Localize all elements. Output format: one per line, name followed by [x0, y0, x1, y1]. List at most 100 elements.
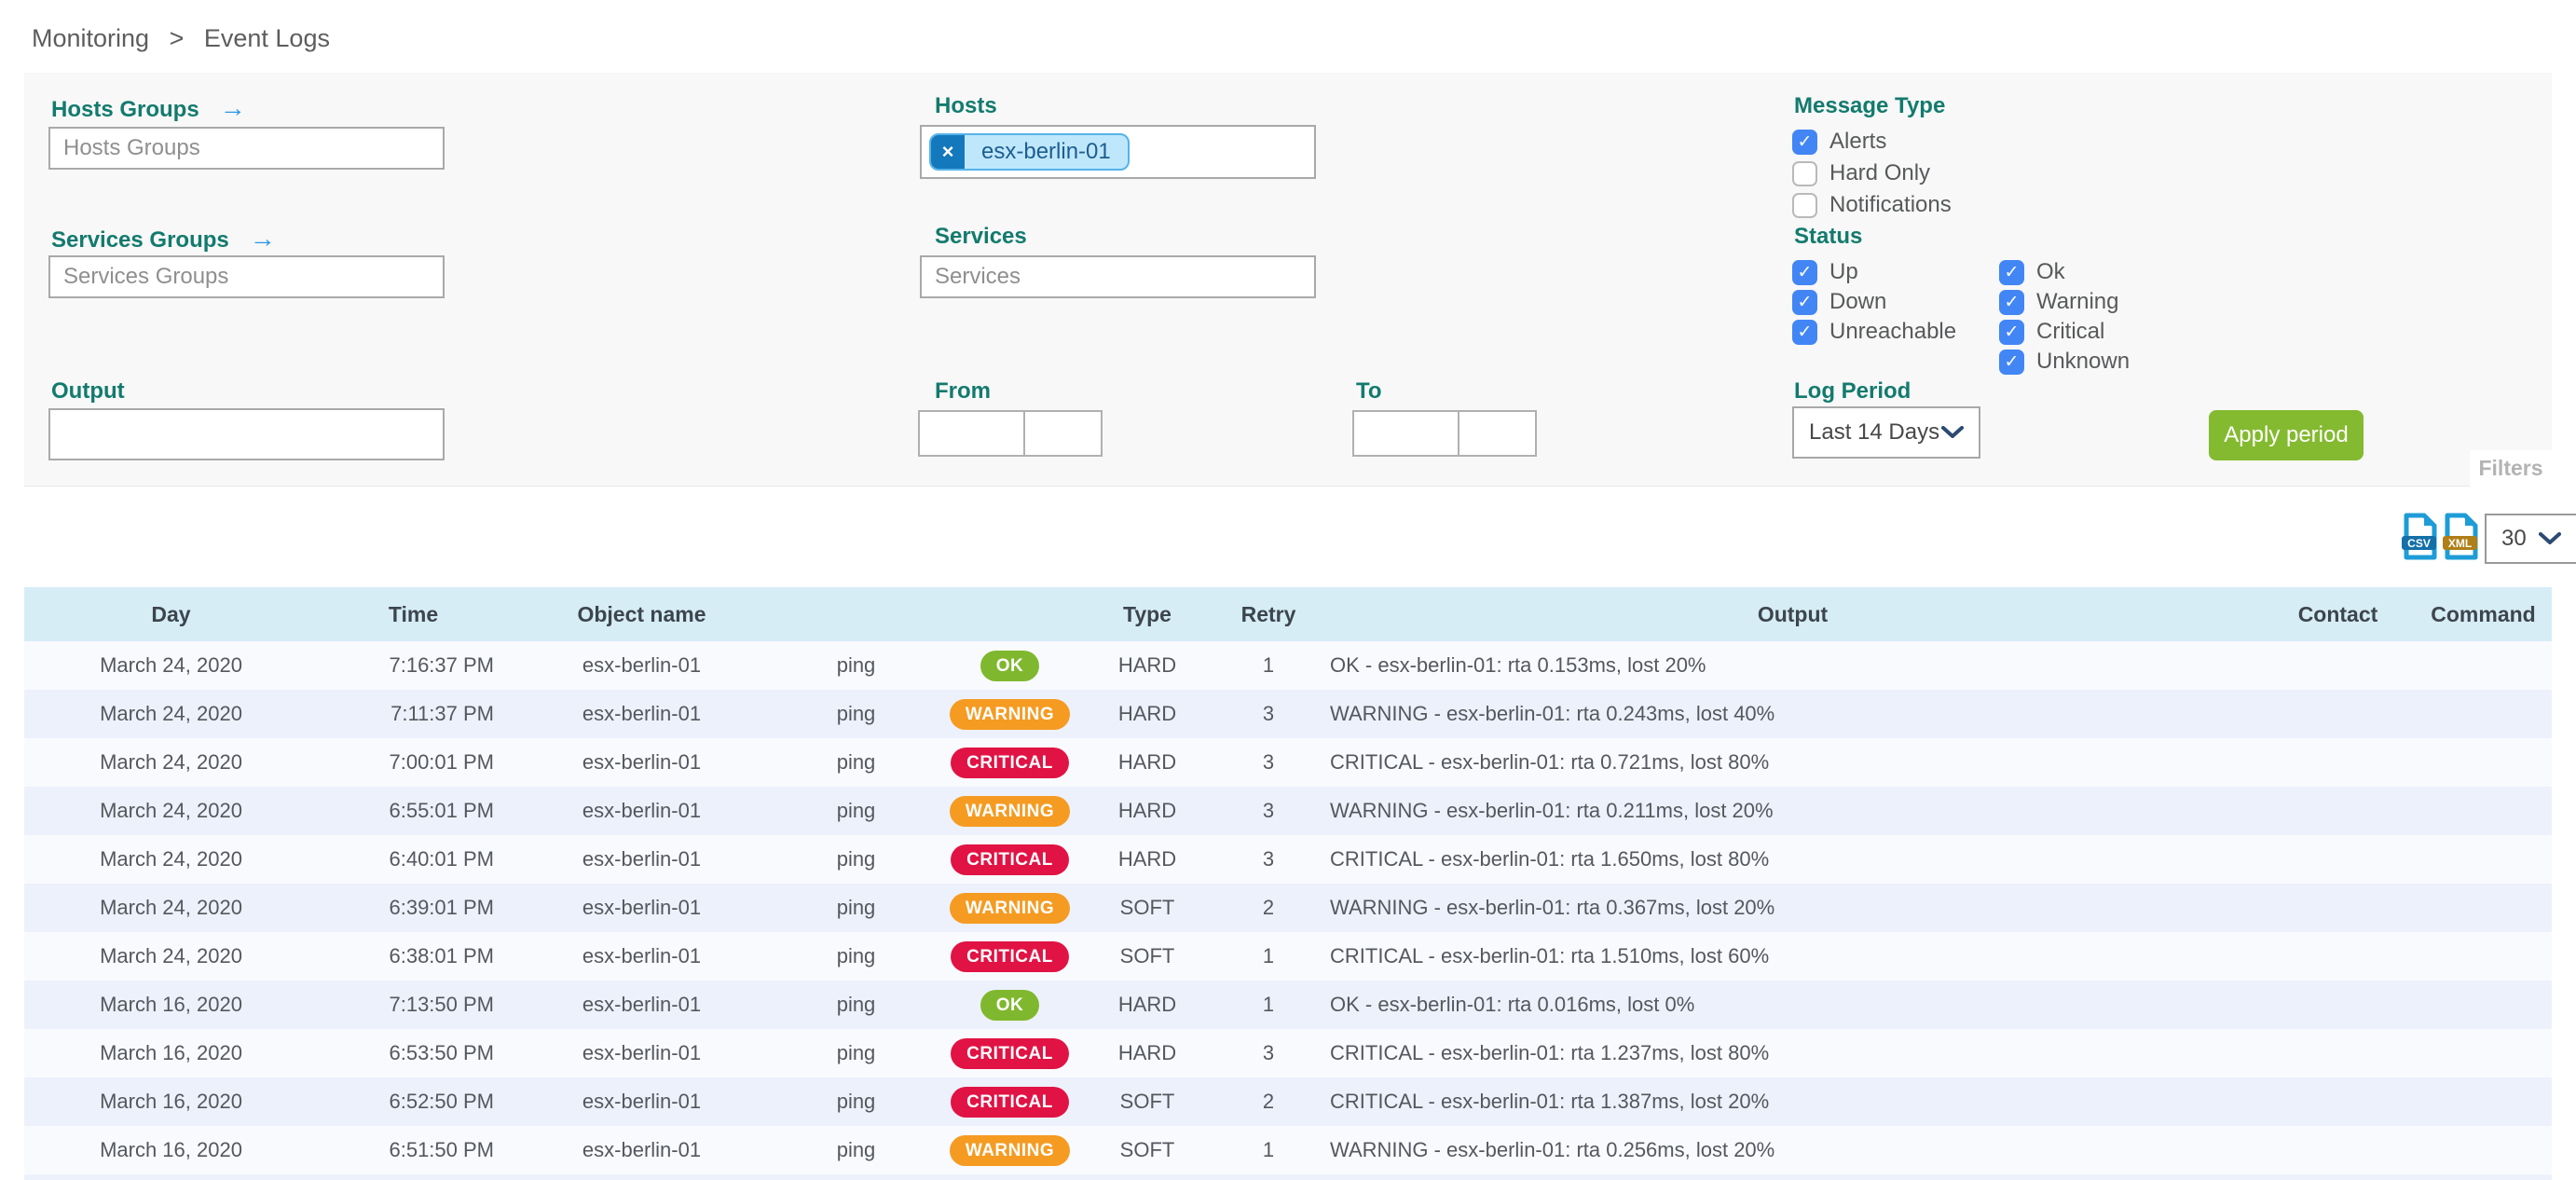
checkbox-label: Up: [1829, 259, 1858, 284]
xml-export-icon[interactable]: XML: [2442, 513, 2479, 561]
checkbox-label: Unreachable: [1829, 319, 1957, 344]
hosts-input[interactable]: × esx-berlin-01: [920, 125, 1316, 179]
from-time-input[interactable]: [1023, 410, 1103, 457]
checkbox-icon[interactable]: ✓: [1999, 349, 2024, 375]
go-arrow-icon[interactable]: →: [219, 93, 246, 122]
cell-object-name: esx-berlin-01: [582, 944, 702, 967]
page-size-select[interactable]: 30: [2485, 514, 2576, 564]
svg-text:XML: XML: [2448, 537, 2472, 550]
cell-object-name: esx-berlin-01: [582, 799, 702, 822]
services-label: Services: [935, 224, 1027, 249]
checkbox-option[interactable]: Hard Only: [1792, 160, 1930, 186]
cell-time: 6:40:01 PM: [389, 847, 494, 871]
cell-output: OK - esx-berlin-01: rta 0.016ms, lost 0%: [1330, 993, 1695, 1016]
cell-retry: 1: [1262, 993, 1275, 1016]
apply-period-button[interactable]: Apply period: [2209, 410, 2364, 460]
to-datetime: [1352, 410, 1537, 457]
event-log-table: Day Time Object name Type Retry Output C…: [24, 587, 2552, 1180]
services-input[interactable]: [920, 255, 1316, 298]
header-type[interactable]: Type: [1123, 601, 1172, 626]
table-row: March 24, 2020 7:00:01 PM esx-berlin-01 …: [24, 738, 2552, 787]
cell-type: HARD: [1117, 653, 1177, 677]
checkbox-icon[interactable]: ✓: [1999, 259, 2024, 285]
header-day[interactable]: Day: [151, 601, 191, 626]
to-time-input[interactable]: [1458, 410, 1537, 457]
cell-time: 7:13:50 PM: [389, 993, 494, 1016]
breadcrumb-monitoring[interactable]: Monitoring: [32, 24, 150, 52]
checkbox-icon[interactable]: ✓: [1792, 319, 1817, 345]
cell-object-name: esx-berlin-01: [582, 993, 702, 1016]
cell-status: CRITICAL: [938, 1086, 1082, 1118]
log-period-value: Last 14 Days: [1809, 419, 1940, 445]
checkbox-icon[interactable]: ✓: [1999, 289, 2024, 315]
cell-day: March 16, 2020: [100, 1041, 242, 1064]
to-date-input[interactable]: [1352, 410, 1458, 457]
cell-type: SOFT: [1119, 944, 1175, 967]
cell-time: 6:51:50 PM: [389, 1138, 494, 1161]
cell-type: HARD: [1117, 750, 1177, 774]
checkbox-option[interactable]: Notifications: [1792, 192, 1952, 218]
header-command[interactable]: Command: [2431, 601, 2536, 626]
csv-export-icon[interactable]: CSV: [2401, 513, 2438, 561]
cell-day: March 24, 2020: [100, 653, 242, 677]
header-object-name[interactable]: Object name: [577, 601, 706, 626]
services-groups-label: Services Groups →: [51, 224, 276, 253]
table-header-row: Day Time Object name Type Retry Output C…: [24, 587, 2552, 641]
status-badge: OK: [980, 650, 1040, 681]
header-time[interactable]: Time: [388, 601, 439, 626]
checkbox-label: Notifications: [1829, 192, 1952, 217]
checkbox-icon[interactable]: ✓: [1792, 289, 1817, 315]
hosts-groups-input[interactable]: [48, 127, 445, 170]
header-output[interactable]: Output: [1757, 601, 1829, 626]
header-contact[interactable]: Contact: [2297, 601, 2378, 626]
cell-output: WARNING - esx-berlin-01: rta 0.256ms, lo…: [1330, 1138, 1775, 1161]
cell-type: SOFT: [1119, 1138, 1175, 1161]
log-period-select[interactable]: Last 14 Days: [1792, 406, 1980, 459]
to-label: To: [1356, 378, 1382, 404]
svg-text:CSV: CSV: [2407, 537, 2431, 550]
checkbox-option[interactable]: ✓ Down: [1792, 289, 1886, 315]
checkbox-option[interactable]: ✓ Ok: [1999, 259, 2065, 285]
cell-type: HARD: [1117, 1041, 1177, 1064]
status-badge: CRITICAL: [951, 844, 1069, 875]
cell-status: WARNING: [938, 892, 1082, 924]
cell-time: 6:38:01 PM: [389, 944, 494, 967]
checkbox-option[interactable]: ✓ Warning: [1999, 289, 2118, 315]
cell-status: CRITICAL: [938, 844, 1082, 875]
checkbox-label: Unknown: [2036, 349, 2131, 374]
filters-tab[interactable]: Filters: [2470, 450, 2552, 487]
checkbox-option[interactable]: ✓ Alerts: [1792, 129, 1886, 155]
filters-panel: Hosts Groups→ Services Groups→ Output Ho…: [24, 73, 2552, 487]
cell-type: HARD: [1117, 847, 1177, 871]
checkbox-icon[interactable]: ✓: [1792, 129, 1817, 155]
cell-service: ping: [836, 1138, 876, 1161]
output-input[interactable]: [48, 408, 445, 460]
cell-time: 6:52:50 PM: [389, 1090, 494, 1113]
services-groups-input[interactable]: [48, 255, 445, 298]
cell-object-name: esx-berlin-01: [582, 750, 702, 774]
cell-type: HARD: [1117, 993, 1177, 1016]
chip-remove-button[interactable]: ×: [931, 135, 965, 169]
from-date-input[interactable]: [918, 410, 1023, 457]
cell-time: 6:39:01 PM: [389, 896, 494, 919]
cell-status: CRITICAL: [938, 747, 1082, 778]
checkbox-option[interactable]: ✓ Unreachable: [1792, 319, 1956, 345]
checkbox-icon[interactable]: ✓: [1792, 259, 1817, 285]
log-period-label: Log Period: [1794, 378, 1911, 404]
breadcrumb-event-logs: Event Logs: [203, 24, 330, 52]
checkbox-icon[interactable]: [1792, 192, 1817, 218]
checkbox-option[interactable]: ✓ Up: [1792, 259, 1858, 285]
status-badge: CRITICAL: [951, 1086, 1069, 1118]
status-badge: WARNING: [949, 1134, 1071, 1166]
table-row-partial: [24, 1174, 2552, 1180]
header-retry[interactable]: Retry: [1240, 601, 1296, 626]
checkbox-icon[interactable]: ✓: [1999, 319, 2024, 345]
cell-service: ping: [836, 847, 876, 871]
checkbox-icon[interactable]: [1792, 160, 1817, 186]
cell-status: CRITICAL: [938, 940, 1082, 972]
table-row: March 24, 2020 6:40:01 PM esx-berlin-01 …: [24, 835, 2552, 884]
checkbox-option[interactable]: ✓ Unknown: [1999, 349, 2130, 375]
checkbox-option[interactable]: ✓ Critical: [1999, 319, 2104, 345]
go-arrow-icon[interactable]: →: [249, 224, 276, 253]
chevron-down-icon: [2539, 532, 2561, 544]
